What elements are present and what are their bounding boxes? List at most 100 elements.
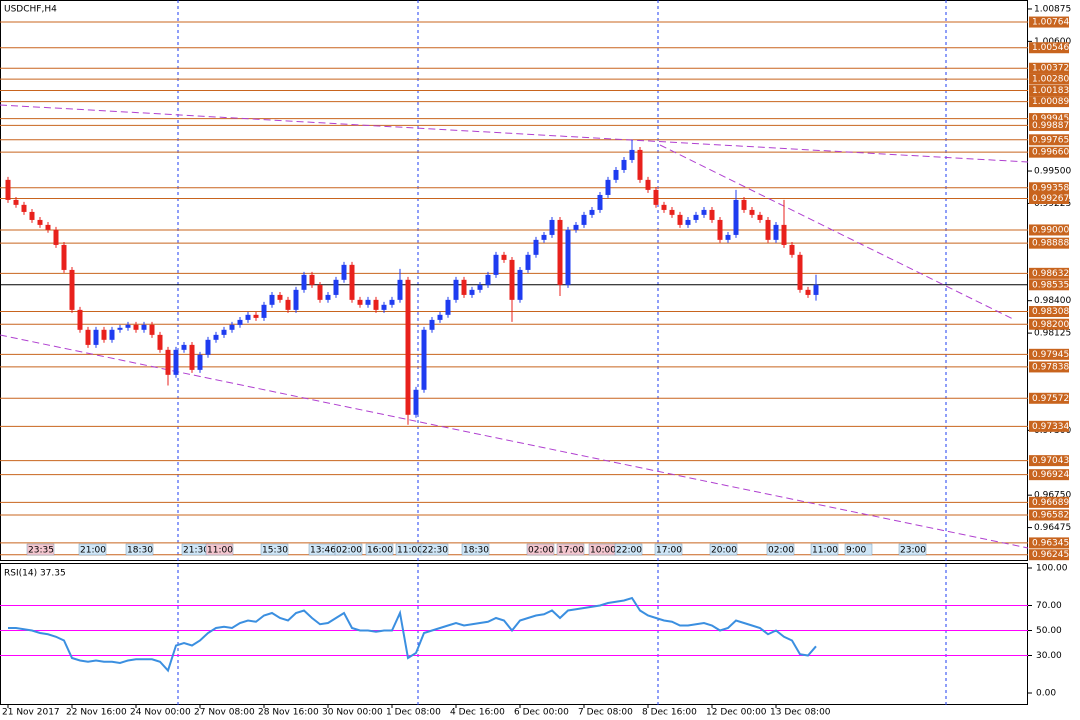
x-tick-label: 12 Dec 00:00 (706, 708, 767, 718)
level-label: 1.00764 (1032, 18, 1069, 28)
time-marker: 13:46 (310, 546, 336, 556)
candle-body (757, 214, 763, 220)
x-tick-label: 28 Nov 16:00 (258, 708, 319, 718)
level-label: 0.96582 (1032, 510, 1069, 520)
candle-body (5, 179, 11, 200)
candle-body (173, 349, 179, 375)
candle-body (285, 299, 291, 310)
level-label-box (1029, 537, 1069, 549)
candle-body (341, 264, 347, 280)
candle-body (301, 274, 307, 290)
level-label-box (1029, 496, 1069, 508)
level-label-box (1029, 469, 1069, 481)
y-tick-label: 1.00600 (1034, 37, 1071, 47)
candle-body (789, 244, 795, 255)
candle-body (309, 274, 315, 285)
level-label-box (1029, 73, 1069, 85)
candle-body (525, 254, 531, 270)
candle-body (661, 204, 667, 210)
time-marker: 02:00 (528, 546, 554, 556)
time-marker: 23:35 (28, 546, 54, 556)
time-marker: 02:00 (768, 546, 794, 556)
y-tick-label: 1.00875 (1034, 4, 1071, 14)
time-marker: 16:00 (367, 546, 393, 556)
candle-body (677, 214, 683, 225)
x-tick-label: 6 Dec 00:00 (514, 708, 569, 718)
level-label: 0.98308 (1032, 307, 1069, 317)
chart-title: USDCHF,H4 (4, 5, 57, 15)
rsi-panel-border (0, 563, 1028, 705)
candle-body (813, 284, 819, 295)
level-label-box (1029, 420, 1069, 432)
candle-body (573, 224, 579, 230)
time-marker: 18:30 (463, 546, 489, 556)
x-tick-label: 7 Dec 08:00 (578, 708, 633, 718)
candle-body (269, 294, 275, 305)
candle-body (109, 329, 115, 340)
time-marker: 23:00 (900, 546, 926, 556)
candle-body (621, 159, 627, 170)
level-label-box (1029, 237, 1069, 249)
time-marker: 22:00 (616, 546, 642, 556)
candle-body (533, 239, 539, 255)
time-marker-box (810, 543, 839, 556)
candle-body (501, 254, 507, 260)
time-marker-box (766, 543, 795, 556)
candle-body (637, 149, 643, 180)
x-tick-label: 30 Nov 00:00 (322, 708, 383, 718)
level-label-box (1029, 16, 1069, 28)
candle-body (333, 279, 339, 295)
candle-body (101, 329, 107, 340)
level-label: 1.00546 (1032, 43, 1069, 53)
level-label-box (1029, 306, 1069, 318)
candle-body (69, 269, 75, 310)
candle-body (85, 329, 91, 345)
candle-body (21, 204, 27, 212)
level-label: 0.99000 (1032, 225, 1069, 235)
time-marker: 02:00 (336, 546, 362, 556)
candle-body (117, 327, 123, 330)
level-label-box (1029, 392, 1069, 404)
candle-body (205, 339, 211, 355)
level-label-box (1029, 182, 1069, 194)
candle-body (29, 211, 35, 220)
candle-body (629, 149, 635, 160)
candle-body (605, 179, 611, 195)
time-marker: 11:00 (812, 546, 838, 556)
candle-body (741, 199, 747, 210)
level-label: 1.00280 (1032, 75, 1069, 85)
candle-body (213, 334, 219, 340)
candle-body (541, 234, 547, 240)
candle-body (549, 219, 555, 235)
level-label: 0.97043 (1032, 456, 1069, 466)
time-marker-box (614, 543, 643, 556)
level-label-box (1029, 113, 1069, 125)
time-marker: 9:00 (846, 546, 866, 556)
candle-body (725, 234, 731, 240)
time-marker: 20:00 (711, 546, 737, 556)
candle-body (469, 289, 475, 295)
candle-body (717, 219, 723, 240)
candle-body (477, 284, 483, 290)
level-label: 0.99887 (1032, 121, 1069, 131)
candles (5, 139, 819, 425)
time-marker: 18:30 (127, 546, 153, 556)
level-label-box (1029, 192, 1069, 204)
trendline (0, 104, 1029, 163)
candle-body (581, 214, 587, 225)
rsi-y-tick-label: 100.00 (1036, 564, 1068, 574)
candle-body (189, 344, 195, 370)
candle-body (653, 189, 659, 205)
time-marker-box (898, 543, 927, 556)
time-marker-box (260, 543, 289, 556)
candle-body (709, 209, 715, 220)
trendlines (0, 104, 1029, 549)
candle-body (365, 299, 371, 305)
candle-body (453, 279, 459, 300)
level-label: 0.98200 (1032, 320, 1069, 330)
candle-body (693, 214, 699, 220)
level-label: 0.99358 (1032, 183, 1069, 193)
candle-body (557, 219, 563, 285)
candle-body (357, 299, 363, 305)
